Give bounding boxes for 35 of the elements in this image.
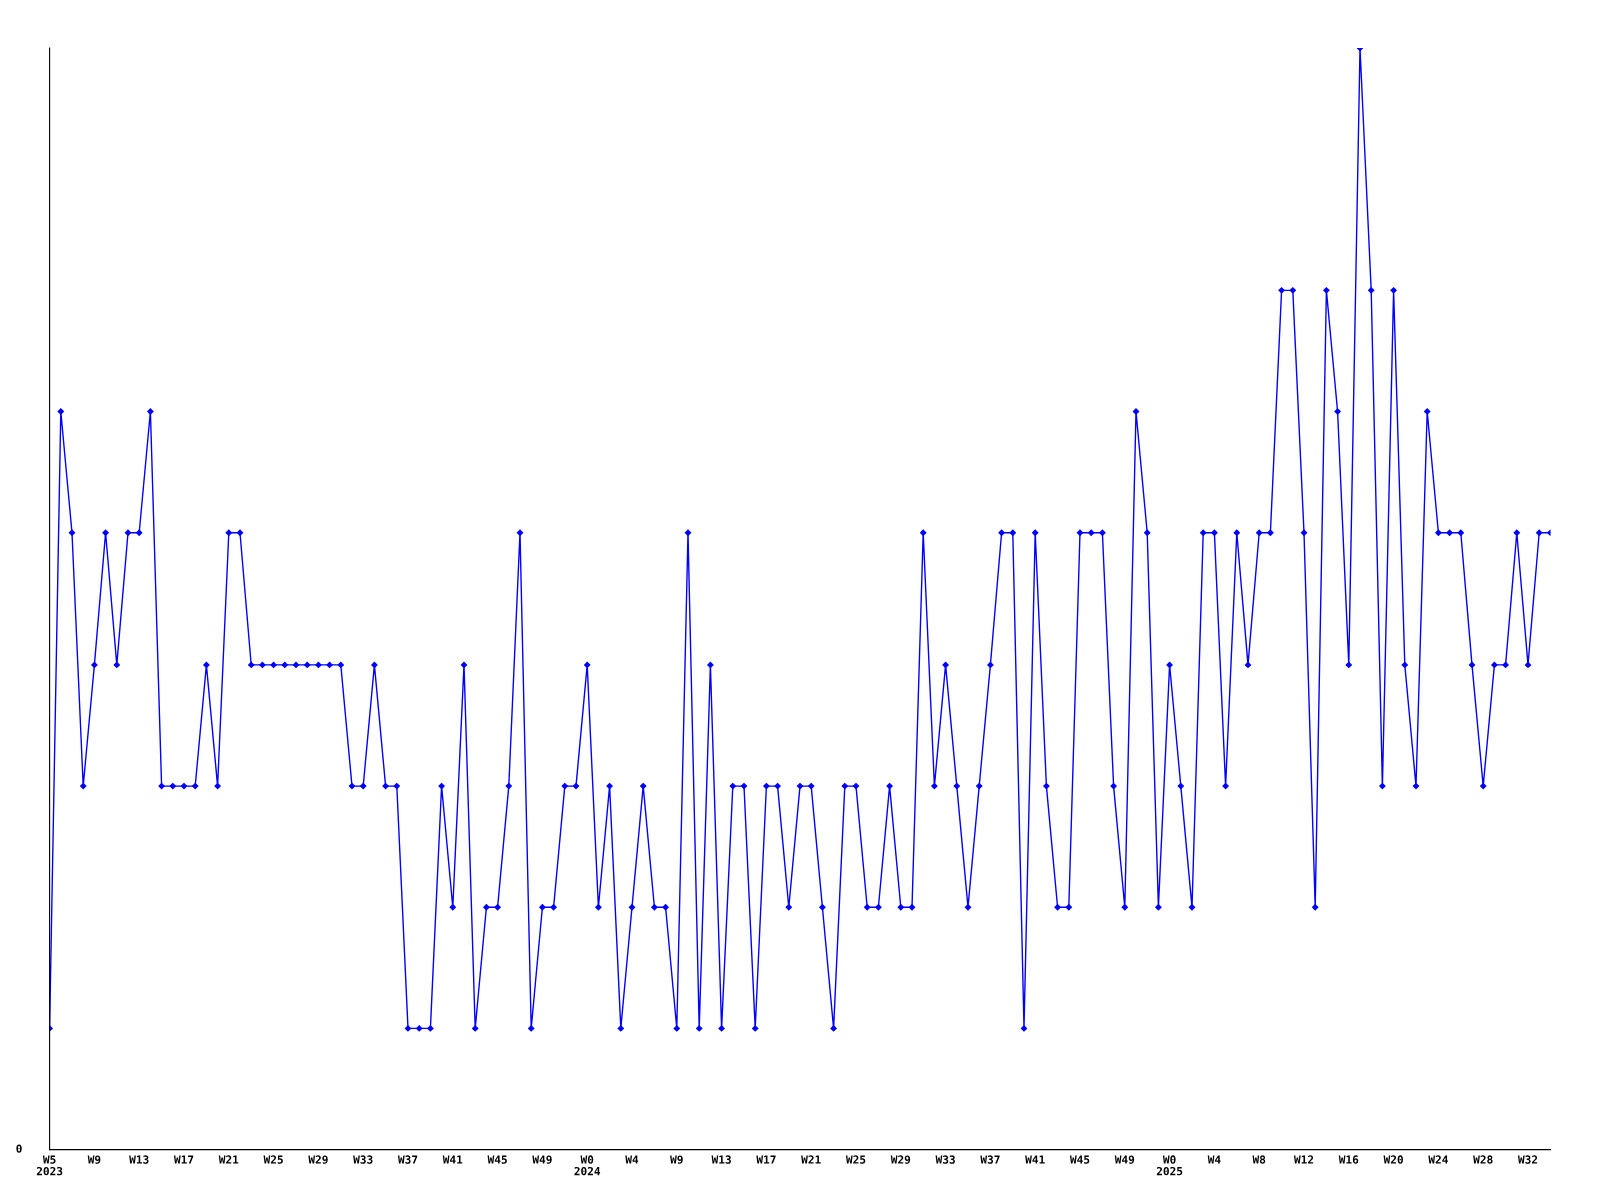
x-tick-label: W49 — [1114, 1155, 1135, 1164]
x-tick-label: W49 — [532, 1155, 552, 1164]
x-tick-label: W25 — [263, 1155, 283, 1164]
x-tick-label: W17 — [173, 1155, 194, 1164]
x-tick-label: W41 — [442, 1155, 463, 1164]
x-tick-label: W4 — [1207, 1155, 1221, 1164]
x-tick-label: W28 — [1473, 1155, 1493, 1164]
x-tick-label: W21 — [801, 1155, 821, 1164]
x-tick-label: W17 — [756, 1155, 776, 1164]
x-tick-label: W45 — [1069, 1155, 1090, 1164]
text: 0 — [16, 1144, 22, 1153]
x-tick-label: W21 — [218, 1155, 239, 1164]
x-tick-label: W24 — [1428, 1155, 1448, 1164]
x-tick-label: W4 — [625, 1155, 639, 1164]
x-tick-label: W25 — [845, 1155, 866, 1164]
x-tick-label: W0 2025 — [1156, 1155, 1183, 1176]
x-tick-label: W41 — [1025, 1155, 1045, 1164]
x-tick-label: W33 — [935, 1155, 955, 1164]
x-tick-label: W13 — [129, 1155, 149, 1164]
x-tick-label: W12 — [1293, 1155, 1314, 1164]
x-tick-label: W20 — [1383, 1155, 1403, 1164]
x-tick-label: W16 — [1338, 1155, 1359, 1164]
x-tick-label: W8 — [1252, 1155, 1266, 1164]
x-tick-label: W45 — [487, 1155, 507, 1164]
x-tick-label: W13 — [711, 1155, 731, 1164]
x-tick-label: W9 — [87, 1155, 101, 1164]
x-tick-label: W29 — [308, 1155, 328, 1164]
x-tick-label: W0 2024 — [574, 1155, 601, 1176]
x-tick-label: W5 2023 — [36, 1155, 63, 1176]
x-tick-label: W37 — [980, 1155, 1000, 1164]
x-tick-label: W29 — [890, 1155, 911, 1164]
x-tick-label: W32 — [1517, 1155, 1538, 1164]
x-tick-label: W33 — [353, 1155, 373, 1164]
x-tick-label: W37 — [397, 1155, 418, 1164]
x-tick-label: W9 — [670, 1155, 683, 1164]
